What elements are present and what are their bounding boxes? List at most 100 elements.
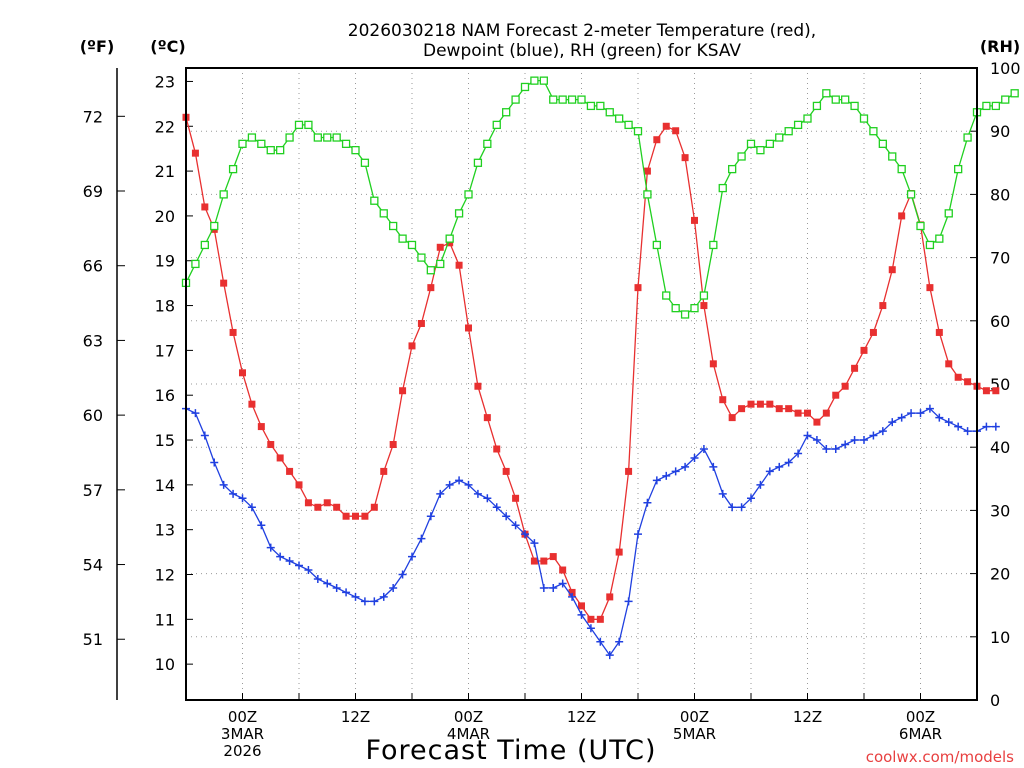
temperature-point (540, 557, 548, 565)
x-tick-label: 12Z (793, 708, 822, 726)
rh-point (737, 152, 746, 161)
dewpoint-point (238, 494, 247, 503)
temperature-point (935, 328, 943, 336)
rh-point (294, 120, 304, 130)
temperature-point (370, 503, 378, 511)
rh-point (775, 133, 784, 142)
rh-point (888, 152, 897, 161)
temperature-point (926, 284, 934, 292)
temperature-point (220, 279, 228, 287)
temperature-point (898, 212, 906, 220)
dewpoint-point (229, 489, 238, 498)
rh-point (756, 146, 765, 155)
dewpoint-point (370, 597, 379, 606)
temperature-point (681, 154, 689, 162)
temperature-point (474, 382, 482, 390)
temperature-point (851, 364, 859, 372)
x-tick-label: 00Z (680, 708, 709, 726)
fahrenheit-tick-label: 66 (83, 257, 103, 276)
temperature-point (643, 167, 651, 175)
dewpoint-point (747, 494, 755, 503)
fahrenheit-tick-label: 54 (83, 556, 103, 575)
temperature-point (832, 391, 840, 399)
rh-point (210, 221, 219, 231)
dewpoint-point (539, 583, 548, 592)
rh-point (341, 139, 351, 148)
dewpoint-point (963, 427, 972, 436)
temperature-point (399, 387, 407, 395)
dewpoint-point (794, 449, 803, 458)
temperature-point (333, 503, 341, 511)
temperature-point (719, 396, 727, 404)
temperature-point (248, 400, 256, 408)
temperature-point (992, 387, 1000, 395)
rh-tick-label: 0 (990, 691, 1000, 710)
rh-point (304, 120, 313, 130)
dewpoint-point (464, 480, 473, 489)
dewpoint-point (558, 579, 567, 588)
rh-point (511, 95, 520, 104)
dewpoint-point (643, 498, 652, 507)
temperature-point (286, 467, 294, 475)
temperature-point (417, 319, 425, 327)
rh-point (897, 164, 906, 174)
x-tick-label: 12Z (567, 708, 596, 726)
celsius-tick-label: 18 (155, 297, 175, 316)
temperature-point (625, 467, 633, 475)
temperature-point (888, 266, 896, 274)
rh-point (370, 196, 379, 205)
dewpoint-point (257, 521, 266, 530)
temperature-point (436, 243, 444, 251)
rh-point (605, 108, 614, 117)
temperature-point (314, 503, 322, 511)
rh-tick-label: 80 (990, 185, 1010, 204)
temperature-point (869, 328, 877, 336)
axes: 51 54 57 60 63 66 69 72 10 11 12 13 14 15 16 17 18 19 20 21… (83, 59, 1021, 760)
rh-tick-label: 40 (990, 438, 1010, 457)
temperature-point (549, 553, 557, 561)
dewpoint-point (596, 637, 605, 646)
dewpoint-point (266, 543, 275, 552)
rh-point (869, 127, 878, 136)
rh-point (925, 240, 935, 250)
temperature-point (257, 423, 265, 431)
temperature-point (596, 615, 604, 623)
dewpoint-point (803, 431, 812, 440)
fahrenheit-unit-label: (ºF) (80, 37, 115, 56)
temperature-point (455, 261, 463, 269)
rh-point (916, 221, 925, 231)
rh-point (407, 240, 417, 250)
rh-point (191, 259, 200, 269)
dewpoint-point (954, 422, 963, 431)
temperature-point (785, 405, 793, 413)
temperature-point (879, 302, 887, 310)
temperature-point (389, 441, 397, 449)
temperature-point (945, 360, 953, 368)
rh-unit-label: (RH) (980, 37, 1020, 56)
rh-point (549, 95, 558, 104)
dewpoint-point (473, 489, 482, 498)
rh-point (841, 95, 850, 104)
rh-point (539, 76, 548, 85)
temperature-point (191, 149, 199, 157)
rh-point (690, 304, 699, 313)
celsius-tick-label: 11 (155, 610, 175, 629)
temperature-point (804, 409, 811, 417)
celsius-tick-label: 13 (155, 521, 175, 540)
dewpoint-point (860, 436, 868, 445)
dewpoint-point (521, 530, 529, 539)
dewpoint-point (652, 476, 661, 485)
rh-point (859, 114, 869, 123)
celsius-tick-label: 23 (155, 72, 175, 91)
temperature-point (483, 414, 491, 422)
dewpoint-point (379, 592, 388, 601)
temperature-point (568, 588, 576, 596)
rh-point (662, 291, 671, 300)
dewpoint-point (756, 480, 765, 489)
rh-point (633, 127, 643, 136)
rh-point (200, 240, 209, 250)
grid-lines (186, 68, 977, 700)
rh-point (1010, 89, 1019, 98)
temperature-point (229, 328, 237, 336)
